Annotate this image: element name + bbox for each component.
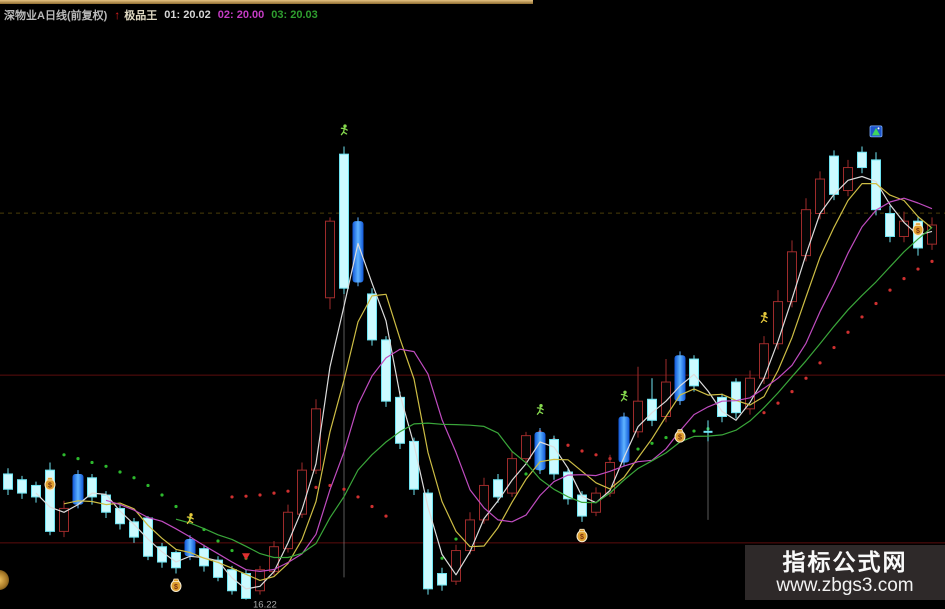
moneybag-icon: $ (912, 222, 924, 236)
svg-text:$: $ (916, 228, 920, 235)
chart-title: 深物业A日线(前复权) (4, 10, 108, 22)
left-edge-glow (0, 570, 9, 590)
indicator-param-2: 02: 20.00 (217, 9, 265, 21)
watermark: 指标公式网 www.zbgs3.com (745, 545, 945, 600)
moneybag-icon: $ (674, 429, 686, 443)
moneybag-icon: $ (576, 528, 588, 543)
watermark-url: www.zbgs3.com (776, 574, 914, 596)
up-arrow-icon: ↑ (114, 8, 121, 22)
svg-text:$: $ (580, 534, 584, 541)
indicator-param-1: 01: 20.02 (164, 9, 211, 21)
runner-icon (340, 124, 348, 136)
indicator-name[interactable]: 极品王 (124, 10, 158, 22)
watermark-site-name: 指标公式网 (782, 548, 908, 575)
low-price-label: 16.22 (253, 600, 277, 609)
sell-arrow-icon (242, 553, 250, 561)
moneybag-icon: $ (170, 578, 182, 593)
indicator-header: 深物业A日线(前复权) ↑ 极品王 01: 20.02 02: 20.00 03… (4, 7, 318, 23)
svg-text:$: $ (48, 483, 52, 490)
window-top-strip (0, 0, 533, 4)
svg-text:$: $ (174, 584, 178, 591)
indicator-param-3: 03: 20.03 (271, 9, 318, 21)
runner-icon (620, 390, 628, 402)
moneybag-icon: $ (44, 477, 56, 491)
runner-icon (760, 312, 768, 324)
price-chart[interactable]: $ $ $ $ $16.22 (0, 22, 945, 609)
runner-icon (536, 403, 544, 415)
peak-flag-icon (869, 125, 883, 138)
svg-text:$: $ (678, 435, 682, 442)
runner-icon (186, 513, 194, 525)
